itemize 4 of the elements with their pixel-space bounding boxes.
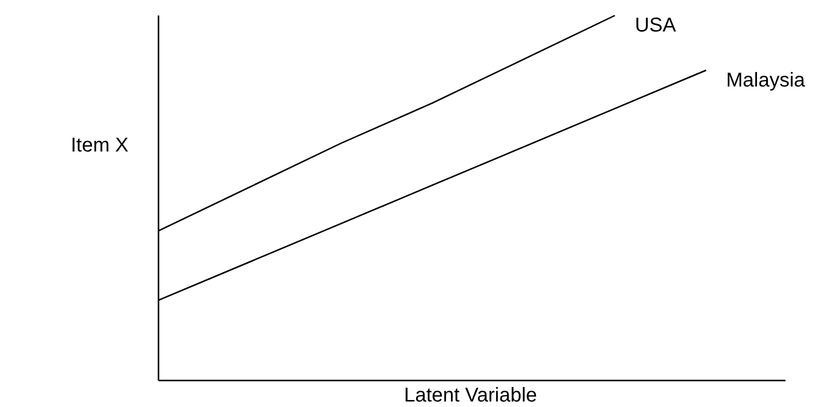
y-axis-title: Item X: [70, 134, 129, 156]
series-label: USA: [634, 14, 677, 36]
series-label: Malaysia: [726, 69, 806, 92]
x-axis-title: Latent Variable: [404, 384, 538, 406]
